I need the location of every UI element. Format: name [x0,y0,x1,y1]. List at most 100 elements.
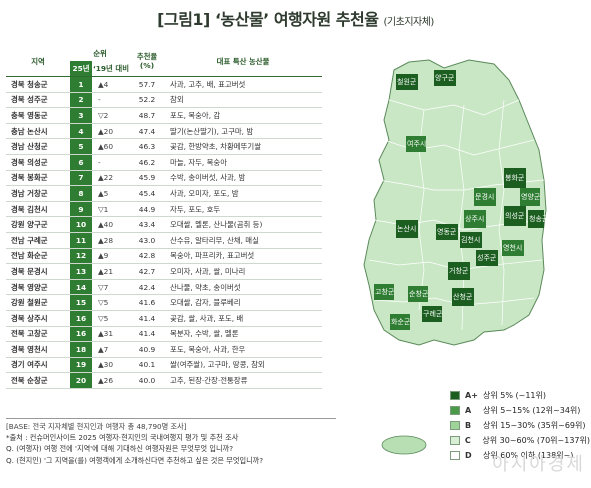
table-row: 경남 거창군 8 ▲5 45.4 사과, 오미자, 포도, 밤 [6,185,323,202]
row-score: 44.9 [130,201,165,218]
row-rank-change: ▲28 [92,232,131,249]
table-row: 경기 여주시 19 ▲30 40.1 쌀(여주쌀), 고구마, 땅콩, 참외 [6,357,323,374]
highlight-regions [374,70,544,330]
row-products: 포도, 복숭아, 감 [164,107,323,124]
map-label: 구례군 [423,309,443,318]
row-products: 마늘, 자두, 복숭아 [164,154,323,171]
map-label: 고창군 [375,288,395,296]
row-products: 복숭아, 파프리카, 표고버섯 [164,248,323,265]
row-products: 쌀(여주쌀), 고구마, 땅콩, 참외 [164,357,323,374]
legend-item: A+ 상위 5% (~11위) [450,388,590,403]
row-products: 오대쌀, 멜론, 산나물(곰취 등) [164,216,323,233]
legend-swatch [450,391,460,400]
region-sangju [464,210,486,228]
header-rank-change: ‘19년 대비 [92,61,131,77]
row-score: 41.6 [130,294,165,311]
row-rank-change: ▲21 [92,263,131,280]
region-cheongsong [528,210,544,228]
row-rank: 1 [70,76,92,93]
row-rank-change: ▲30 [92,357,131,374]
jeju-island [381,435,427,455]
row-region: 경북 봉화군 [6,170,70,187]
row-score: 41.4 [130,326,165,343]
row-score: 45.4 [130,185,165,202]
row-rank-change: ▽2 [92,107,131,124]
map-label: 여주시 [407,139,426,148]
row-region: 전북 고창군 [6,326,70,343]
note-base: [BASE: 전국 지자체별 현지인과 여행자 총 48,790명 조사] [6,418,336,432]
row-score: 43.0 [130,232,165,249]
region-yeoju [406,136,426,152]
row-rank: 5 [70,138,92,155]
korea-map: 철원군 양구군 여주시 봉화군 영양군 문경시 의성군 청송군 상주시 성주군 논산시 영동군 김천시 영… [334,40,591,480]
table-row: 경남 산청군 5 ▲60 46.3 곶감, 한방약초, 차황메뚜기쌀 [6,138,323,155]
row-score: 47.4 [130,123,165,140]
table-row: 경북 영양군 14 ▽7 42.4 산나물, 약초, 송이버섯 [6,279,323,296]
ranking-table: 지역 순위 추천율 (%) 대표 특산 농산물 25년 ‘19년 대비 경북 청… [6,46,323,389]
row-region: 경기 여주시 [6,357,70,374]
note-question-traveler: Q. (여행자) 여행 전에 '지역'에 대해 기대하신 여행자원은 무엇무엇 … [6,444,234,454]
row-score: 42.7 [130,263,165,280]
map-label: 순창군 [409,290,429,298]
row-rank: 13 [70,263,92,280]
row-rank: 14 [70,279,92,296]
row-rank: 18 [70,341,92,358]
row-rank-change: - [92,154,131,171]
region-hwasun [390,314,410,330]
row-rank-change: ▲40 [92,216,131,233]
note-question-local: Q. (현지인) '그 지역을(를) 여행객에게 소개하신다면 추천하고 싶은 … [6,455,264,465]
legend-desc: 상위 5~15% (12위~34위) [483,406,581,415]
header-score: 추천율 (%) [130,46,165,77]
map-label: 거창군 [449,266,469,275]
legend-item: D 상위 60% 이하 (138위~) [450,448,590,463]
row-rank: 10 [70,216,92,233]
map-label: 봉화군 [505,174,525,182]
region-yeongyang [520,188,540,206]
chart-title-main: [그림1] ‘농산물’ 여행자원 추천율 [157,10,379,29]
row-rank: 19 [70,357,92,374]
map-label: 성주군 [477,253,497,262]
row-products: 딸기(논산딸기), 고구마, 밤 [164,123,323,140]
note-source: *출처 : 컨슈머인사이트 2025 여행자·현지인의 국내여행지 평가 및 추… [6,433,239,443]
region-sunchang [408,286,428,302]
row-products: 오대쌀, 감자, 블루베리 [164,294,323,311]
row-score: 41.4 [130,310,165,327]
table-row: 전남 화순군 12 ▲9 42.8 복숭아, 파프리카, 표고버섯 [6,248,323,265]
row-rank: 3 [70,107,92,124]
map-label: 청송군 [529,215,549,223]
row-products: 수박, 송이버섯, 사과, 밤 [164,170,323,187]
region-yeongcheon [502,240,524,256]
notes: [BASE: 전국 지자체별 현지인과 여행자 총 48,790명 조사] *출… [6,418,336,466]
table-row: 전남 구례군 11 ▲28 43.0 산수유, 알타리무, 산채, 매실 [6,232,323,249]
legend-desc: 상위 15~30% (35위~69위) [483,421,586,430]
table-header-row-1: 지역 순위 추천율 (%) 대표 특산 농산물 [6,46,323,77]
region-gurye [422,306,442,322]
row-region: 경북 김천시 [6,201,70,218]
row-region: 전남 화순군 [6,248,70,265]
table-header-row-2: 25년 ‘19년 대비 [6,61,322,77]
row-score: 52.2 [130,92,165,109]
row-score: 42.8 [130,248,165,265]
row-rank-change: ▽1 [92,201,131,218]
row-rank-change: ▲31 [92,326,131,343]
legend-grade: C [464,436,471,445]
row-products: 곶감, 쌀, 사과, 포도, 배 [164,310,323,327]
region-yeongdong [436,224,458,240]
table-row: 전북 순창군 20 ▲26 40.0 고추, 된장·간장·전통장류 [6,372,323,389]
header-region: 지역 [6,46,70,77]
watermark: 아시아경제 [492,454,585,475]
legend-desc: 상위 5% (~11위) [483,391,546,400]
row-score: 46.2 [130,154,165,171]
row-region: 경북 문경시 [6,263,70,280]
legend-grade: D [465,451,472,460]
legend-grade: B [465,421,472,430]
row-products: 고추, 된장·간장·전통장류 [164,372,323,389]
region-seongju [476,250,498,266]
table-row: 경북 의성군 6-46.2 마늘, 자두, 복숭아 [6,154,323,171]
region-uiseong [504,206,526,226]
row-products: 포도, 복숭아, 사과, 한우 [164,341,323,358]
header-rank-25: 25년 [70,61,92,77]
row-region: 경북 의성군 [6,154,70,171]
row-rank-change: - [92,92,131,109]
legend-grade: A+ [465,391,478,400]
